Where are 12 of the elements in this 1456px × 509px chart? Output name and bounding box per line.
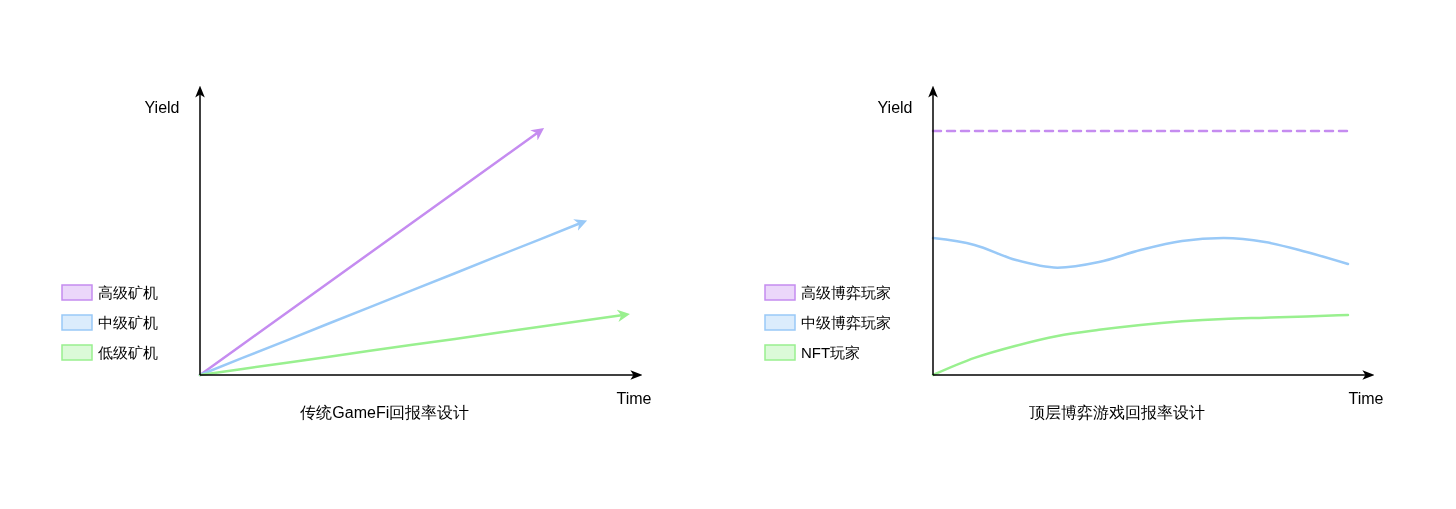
legend-label: 中级博弈玩家 [801, 314, 891, 331]
legend-label: 高级矿机 [98, 284, 158, 301]
x-axis-title: Time [1348, 390, 1384, 407]
legend-label: 中级矿机 [98, 314, 158, 331]
legend-label: 低级矿机 [98, 344, 158, 361]
y-axis-title: Yield [877, 99, 913, 116]
y-axis-title: Yield [144, 99, 180, 116]
text: 顶层博弈游戏回报率设计 [1029, 404, 1206, 421]
text: 传统GameFi回报率设计 [300, 404, 470, 421]
legend-label: NFT玩家 [801, 344, 861, 361]
x-axis-title: Time [616, 390, 652, 407]
legend-label: 高级博弈玩家 [801, 284, 891, 301]
